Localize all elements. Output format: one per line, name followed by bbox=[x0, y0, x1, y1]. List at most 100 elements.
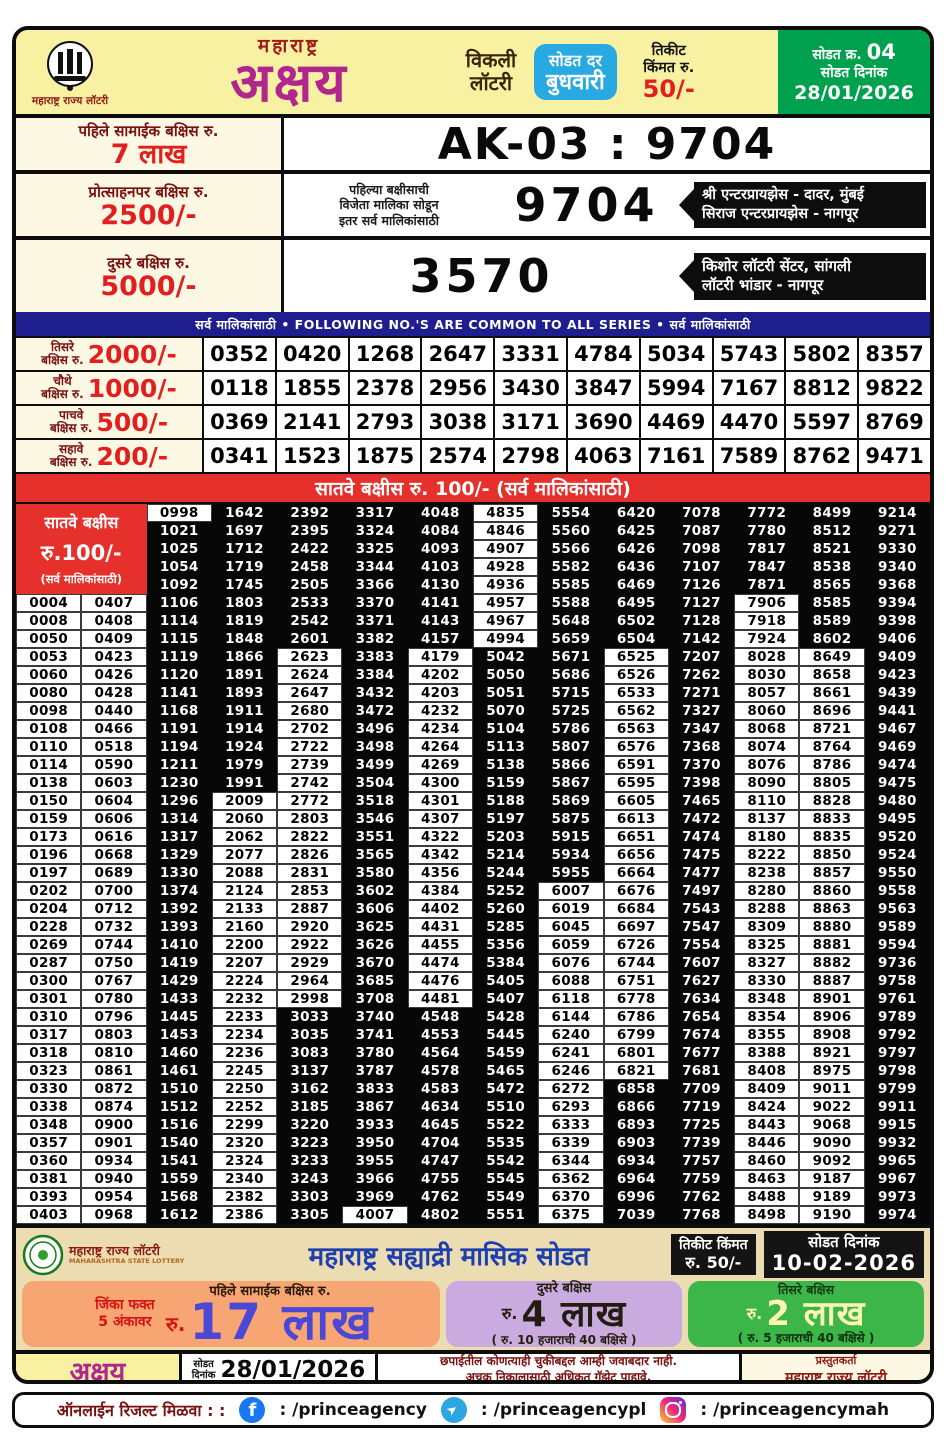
grid-cell: 2236 bbox=[211, 1044, 278, 1062]
grid-cell: 1541 bbox=[146, 1152, 212, 1170]
grid-cell: 7681 bbox=[668, 1062, 735, 1080]
prize-number-cell: 7161 bbox=[638, 440, 712, 472]
arrow-left-icon bbox=[679, 189, 694, 221]
facebook-icon: f bbox=[239, 1397, 266, 1423]
seventh-prize-grid: सातवे बक्षीस रु.100/- (सर्व मालिकांसाठी)… bbox=[16, 502, 930, 1224]
grid-cell: 2088 bbox=[211, 864, 278, 882]
grid-cell: 3708 bbox=[342, 990, 408, 1008]
grid-cell: 0407 bbox=[81, 594, 147, 612]
grid-cell: 8721 bbox=[799, 720, 865, 738]
grid-cell: 1516 bbox=[146, 1116, 212, 1134]
grid-cell: 8460 bbox=[734, 1152, 800, 1170]
grid-cell: 0616 bbox=[81, 828, 147, 846]
grid-cell: 7128 bbox=[668, 612, 735, 630]
common-prize-row: सहावे बक्षिस रु. 200/- 0341 1523 1875 2574 2798… bbox=[16, 438, 930, 472]
grid-cell: 2624 bbox=[277, 666, 343, 684]
grid-cell: 9187 bbox=[799, 1170, 865, 1188]
grid-cell: 2232 bbox=[211, 990, 278, 1008]
grid-cell: 3432 bbox=[342, 684, 408, 702]
grid-cell: 9092 bbox=[799, 1152, 865, 1170]
grid-cell: 6059 bbox=[538, 936, 604, 954]
prize-number-cell: 8357 bbox=[857, 338, 930, 370]
draw-date-label: सोडत दिनांक bbox=[820, 64, 888, 81]
seller-name: किशोर लॉटरी सेंटर, सांगली bbox=[702, 256, 851, 275]
grid-cell: 0269 bbox=[16, 936, 82, 954]
grid-cell: 8028 bbox=[734, 648, 800, 666]
instagram-handle: : /princeagencymah bbox=[700, 1400, 890, 1420]
grid-cell: 8908 bbox=[799, 1026, 865, 1044]
grid-cell: 3780 bbox=[342, 1044, 408, 1062]
grid-cell: 0466 bbox=[81, 720, 147, 738]
grid-cell: 7918 bbox=[734, 612, 800, 630]
grid-cell: 6697 bbox=[603, 918, 669, 936]
grid-cell: 3162 bbox=[277, 1080, 343, 1098]
grid-cell: 7654 bbox=[668, 1008, 735, 1026]
grid-cell: 6676 bbox=[603, 882, 669, 900]
grid-cell: 4634 bbox=[407, 1098, 473, 1116]
grid-cell: 8833 bbox=[799, 810, 865, 828]
grid-cell: 0150 bbox=[16, 792, 82, 810]
grid-cell: 1697 bbox=[211, 522, 278, 540]
grid-cell: 3384 bbox=[342, 666, 408, 684]
grid-cell: 9973 bbox=[864, 1188, 930, 1206]
grid-cell: 6996 bbox=[603, 1188, 669, 1206]
grid-cell: 2722 bbox=[277, 738, 343, 756]
grid-cell: 6502 bbox=[603, 612, 669, 630]
grid-cell: 5510 bbox=[472, 1098, 539, 1116]
grid-cell: 8649 bbox=[799, 648, 865, 666]
grid-cell: 7098 bbox=[668, 540, 735, 558]
grid-cell: 9480 bbox=[864, 792, 930, 810]
grid-cell: 1924 bbox=[211, 738, 278, 756]
grid-cell: 3498 bbox=[342, 738, 408, 756]
grid-cell: 6726 bbox=[603, 936, 669, 954]
grid-cell: 0900 bbox=[81, 1116, 147, 1134]
grid-cell: 8424 bbox=[734, 1098, 800, 1116]
grid-cell: 0780 bbox=[81, 990, 147, 1008]
grid-cell: 7817 bbox=[734, 540, 800, 558]
grid-cell: 0287 bbox=[16, 954, 82, 972]
grid-cell: 8488 bbox=[734, 1188, 800, 1206]
grid-cell: 2386 bbox=[211, 1206, 278, 1224]
grid-cell: 3602 bbox=[342, 882, 408, 900]
grid-cell: 5113 bbox=[472, 738, 539, 756]
grid-cell: 5869 bbox=[538, 792, 604, 810]
grid-cell: 4835 bbox=[472, 504, 539, 522]
grid-cell: 7759 bbox=[668, 1170, 735, 1188]
grid-cell: 0940 bbox=[81, 1170, 147, 1188]
promo-second-amount: 4 लाख bbox=[521, 1293, 627, 1335]
grid-cell: 1119 bbox=[146, 648, 212, 666]
draw-date-value: 28/01/2026 bbox=[794, 81, 914, 104]
grid-cell: 9271 bbox=[864, 522, 930, 540]
grid-cell: 8180 bbox=[734, 828, 800, 846]
grid-cell: 8860 bbox=[799, 882, 865, 900]
grid-cell: 9022 bbox=[799, 1098, 865, 1116]
grid-cell: 6240 bbox=[538, 1026, 604, 1044]
grid-cell: 6344 bbox=[538, 1152, 604, 1170]
grid-cell: 4342 bbox=[407, 846, 473, 864]
grid-cell: 9469 bbox=[864, 738, 930, 756]
grid-cell: 0409 bbox=[81, 630, 147, 648]
grid-cell: 8538 bbox=[799, 558, 865, 576]
grid-cell: 3518 bbox=[342, 792, 408, 810]
grid-cell: 0080 bbox=[16, 684, 82, 702]
grid-cell: 4232 bbox=[407, 702, 473, 720]
grid-cell: 2702 bbox=[277, 720, 343, 738]
grid-cell: 3504 bbox=[342, 774, 408, 792]
grid-cell: 5405 bbox=[472, 972, 539, 990]
grid-cell: 4455 bbox=[407, 936, 473, 954]
grid-cell: 6591 bbox=[603, 756, 669, 774]
grid-cell: 3606 bbox=[342, 900, 408, 918]
grid-cell: 5934 bbox=[538, 846, 604, 864]
grid-cell: 1512 bbox=[146, 1098, 212, 1116]
grid-cell: 1866 bbox=[211, 648, 278, 666]
grid-cell: 2831 bbox=[277, 864, 343, 882]
grid-cell: 2964 bbox=[277, 972, 343, 990]
telegram-icon: ➤ bbox=[440, 1397, 467, 1423]
logo-caption: महाराष्ट्र राज्य लॉटरी bbox=[31, 94, 109, 107]
grid-cell: 8828 bbox=[799, 792, 865, 810]
grid-cell: 0668 bbox=[81, 846, 147, 864]
grid-cell: 2382 bbox=[211, 1188, 278, 1206]
grid-cell: 8409 bbox=[734, 1080, 800, 1098]
grid-cell: 1461 bbox=[146, 1062, 212, 1080]
grid-cell: 3740 bbox=[342, 1008, 408, 1026]
